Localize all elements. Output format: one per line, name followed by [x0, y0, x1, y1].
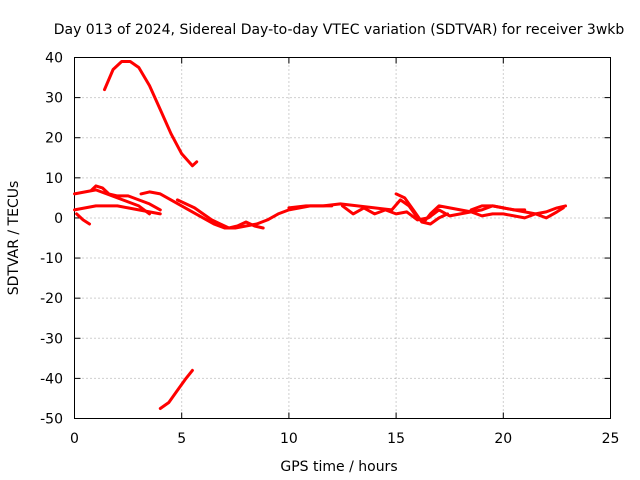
y-tick-label: 20 [45, 131, 63, 147]
x-tick-label: 10 [280, 431, 298, 447]
x-axis-label: GPS time / hours [280, 459, 397, 475]
series-line-arc-i [394, 192, 450, 226]
grid-lines [74, 57, 611, 419]
y-tick-label: -40 [40, 371, 63, 387]
x-tick-label: 20 [494, 431, 512, 447]
y-tick-label: 40 [45, 51, 63, 67]
series-group [73, 60, 567, 410]
series-line-arc-c [75, 212, 91, 226]
series-line-arc-g [287, 198, 567, 224]
y-tick-label: -50 [40, 412, 63, 428]
y-tick-label: -10 [40, 251, 63, 267]
series-line-arc-j [469, 204, 527, 212]
plot-frame [74, 57, 611, 419]
series-line-arc-d [90, 184, 162, 212]
x-tick-label: 15 [387, 431, 405, 447]
y-tick-label: -30 [40, 331, 63, 347]
y-tick-label: -20 [40, 291, 63, 307]
y-tick-label: 10 [45, 171, 63, 187]
y-tick-label: 30 [45, 91, 63, 107]
tick-labels: 0 5 10 15 20 25 -50 -40 -30 -20 -10 0 10 20 30 40 [40, 51, 619, 448]
axis-ticks [74, 57, 611, 419]
series-line-arc-high [103, 60, 199, 168]
chart-title: Day 013 of 2024, Sidereal Day-to-day VTE… [54, 22, 625, 38]
series-line-arc-h [341, 204, 565, 222]
x-tick-label: 25 [602, 431, 620, 447]
y-tick-label: 0 [54, 211, 63, 227]
y-axis-label: SDTVAR / TECUs [6, 181, 22, 296]
x-tick-label: 0 [70, 431, 79, 447]
series-line-arc-e [139, 190, 334, 230]
series-line-arc-f [175, 198, 265, 230]
series-line-arc-low [158, 368, 194, 410]
x-tick-label: 5 [177, 431, 186, 447]
